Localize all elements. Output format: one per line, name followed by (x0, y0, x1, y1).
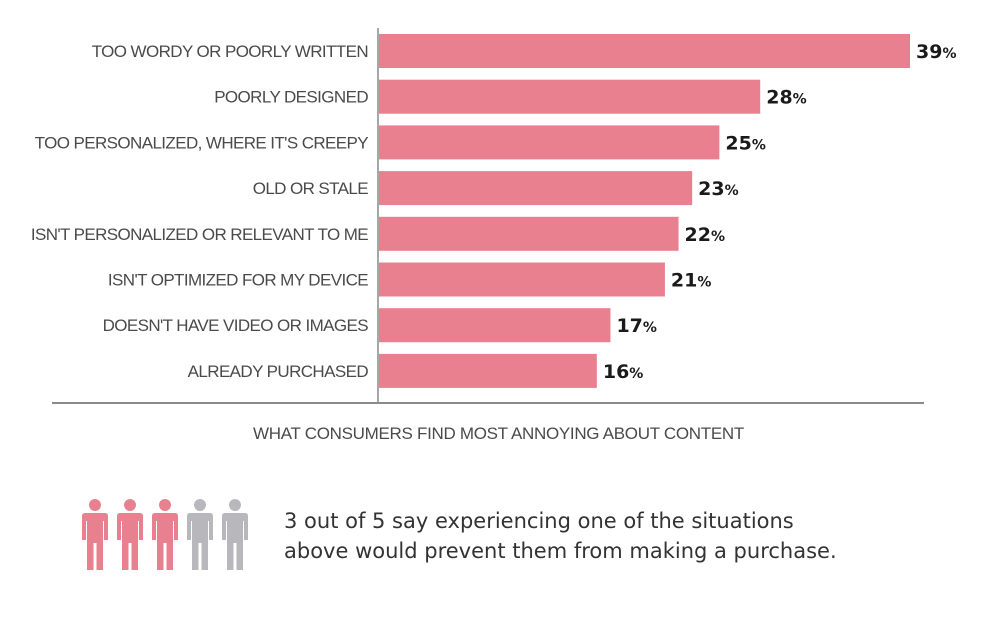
person-icon (220, 498, 250, 572)
bars-group: TOO WORDY OR POORLY WRITTEN 39% POORLY DES… (31, 34, 956, 388)
bar-chart: TOO WORDY OR POORLY WRITTEN 39% POORLY DES… (31, 28, 956, 404)
bar (379, 353, 597, 388)
category-label: OLD OR STALE (253, 179, 369, 198)
data-label: 22% (685, 224, 725, 246)
category-label: TOO PERSONALIZED, WHERE IT'S CREEPY (35, 133, 369, 152)
category-label: TOO WORDY OR POORLY WRITTEN (92, 42, 368, 61)
data-label: 39% (916, 41, 956, 63)
stat-line-1: 3 out of 5 say experiencing one of the s… (284, 509, 794, 533)
bar (379, 79, 761, 114)
person-icon (150, 498, 180, 572)
data-label: 23% (698, 178, 738, 200)
category-label: POORLY DESIGNED (214, 88, 368, 107)
bar (379, 171, 693, 206)
bar (379, 262, 665, 297)
bar (379, 308, 611, 343)
data-label: 17% (616, 315, 656, 337)
category-label: DOESN'T HAVE VIDEO OR IMAGES (103, 316, 369, 335)
bar (379, 34, 910, 68)
bar (379, 216, 679, 251)
person-icon (80, 498, 110, 572)
people-icons (80, 498, 255, 572)
category-label: ISN'T OPTIMIZED FOR MY DEVICE (108, 271, 368, 290)
x-axis-label: WHAT CONSUMERS FIND MOST ANNOYING ABOUT … (253, 424, 744, 443)
data-label: 28% (766, 87, 806, 109)
category-label: ISN'T PERSONALIZED OR RELEVANT TO ME (31, 225, 368, 244)
data-label: 25% (725, 132, 765, 154)
bar (379, 125, 720, 160)
data-label: 16% (603, 361, 643, 383)
category-label: ALREADY PURCHASED (188, 362, 369, 381)
data-label: 21% (671, 270, 711, 292)
person-icon (115, 498, 145, 572)
stat-line-2: above would prevent them from making a p… (284, 539, 837, 563)
stat-text: 3 out of 5 say experiencing one of the s… (284, 506, 924, 566)
person-icon (185, 498, 215, 572)
